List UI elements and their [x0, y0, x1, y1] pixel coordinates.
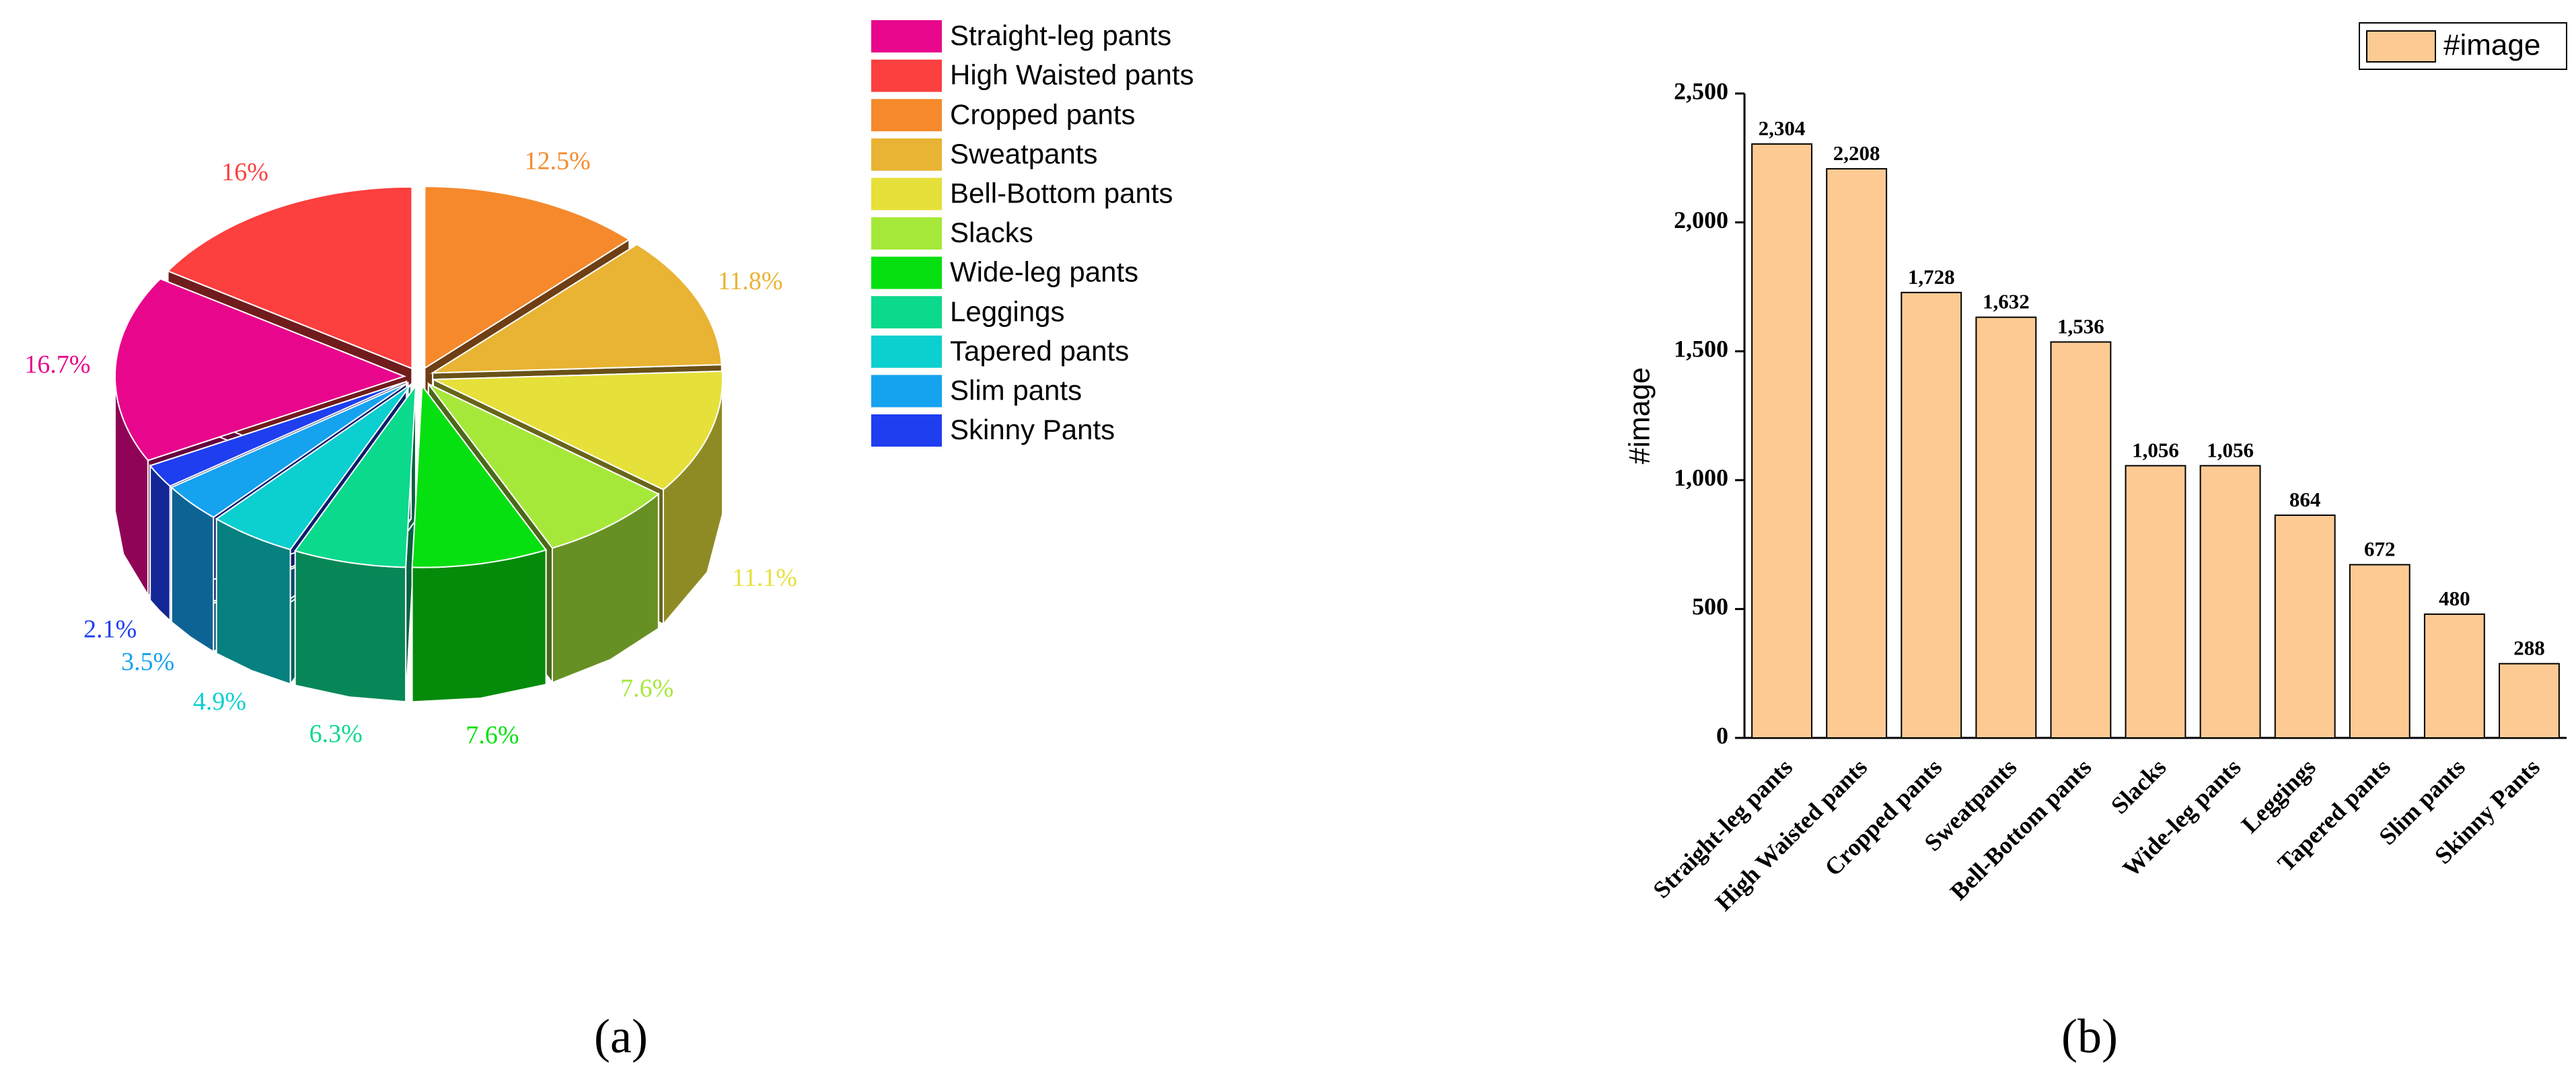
legend-label: Tapered pants — [950, 335, 1129, 367]
legend-swatch — [871, 375, 942, 408]
x-tick-label: Bell-Bottom pants — [1945, 753, 2097, 905]
y-tick-label: 500 — [1692, 593, 1728, 620]
slice-label: 6.3% — [309, 720, 363, 748]
bar — [1901, 291, 1962, 739]
slice-label: 16.7% — [24, 350, 90, 379]
legend-swatch — [871, 217, 942, 250]
bar — [2423, 613, 2485, 739]
bar-value-label: 1,536 — [2057, 315, 2104, 338]
legend-label: Sweatpants — [950, 138, 1097, 170]
slice — [411, 383, 548, 568]
slice — [149, 381, 407, 487]
legend-swatch — [871, 178, 942, 211]
slice-label: 3.5% — [121, 648, 174, 676]
slice-label: 12.5% — [525, 147, 591, 176]
bar-value-label: 2,304 — [1759, 116, 1806, 140]
bar-value-label: 1,728 — [1908, 265, 1955, 289]
legend-label: Slim pants — [950, 374, 1082, 406]
slice-label: 16% — [221, 158, 268, 186]
slice-label: 7.6% — [620, 674, 673, 702]
legend-swatch — [871, 99, 942, 132]
slice-label: 11.1% — [732, 564, 797, 592]
slice — [430, 244, 723, 374]
caption: (a) — [594, 1010, 648, 1063]
slice-label: 4.9% — [193, 687, 246, 716]
slice — [424, 186, 631, 370]
legend-label: Wide-leg pants — [950, 256, 1138, 288]
bar-value-label: 288 — [2513, 636, 2545, 660]
bar-value-label: 1,056 — [2207, 438, 2254, 461]
legend-label: Slacks — [950, 217, 1033, 248]
legend-swatch — [871, 296, 942, 329]
y-axis-label: #image — [1623, 367, 1656, 464]
bar-value-label: 1,632 — [1983, 290, 2030, 313]
bar — [2125, 465, 2186, 739]
slice — [428, 383, 660, 549]
legend-swatch — [871, 59, 942, 92]
slice — [215, 383, 412, 551]
slice — [294, 383, 417, 568]
bar-value-label: 480 — [2439, 587, 2470, 610]
bar — [2274, 514, 2336, 739]
slice — [114, 278, 406, 461]
legend-label: High Waisted pants — [950, 59, 1194, 91]
slice-label: 2.1% — [83, 615, 137, 643]
bar — [2349, 564, 2411, 739]
legend-swatch — [871, 138, 942, 171]
slice — [170, 382, 409, 519]
slice — [433, 370, 724, 490]
bar-value-label: 2,208 — [1833, 141, 1880, 165]
slice-label: 11.8% — [718, 267, 783, 295]
bar — [2199, 465, 2261, 739]
legend-label: Straight-leg pants — [950, 20, 1171, 51]
legend-label: Cropped pants — [950, 98, 1136, 130]
legend-swatch — [871, 414, 942, 447]
y-tick-label: 2,000 — [1674, 207, 1728, 233]
y-tick-label: 1,500 — [1674, 335, 1728, 362]
y-tick-label: 1,000 — [1674, 464, 1728, 491]
bar — [1975, 316, 2037, 739]
legend-label: #image — [2443, 29, 2540, 62]
bar — [1751, 143, 1812, 739]
bar-value-label: 1,056 — [2132, 438, 2179, 461]
legend-swatch — [871, 256, 942, 289]
legend-label: Skinny Pants — [950, 414, 1115, 445]
x-tick-label: Straight-leg pants — [1648, 753, 1798, 903]
legend-label: Bell-Bottom pants — [950, 177, 1173, 209]
y-tick-label: 0 — [1716, 722, 1728, 749]
bar-value-label: 864 — [2289, 488, 2321, 511]
legend-label: Leggings — [950, 295, 1064, 327]
slice-wall — [149, 463, 171, 623]
x-tick-label: Slacks — [2106, 753, 2172, 819]
bar-value-label: 672 — [2364, 537, 2396, 561]
y-tick-label: 2,500 — [1674, 77, 1728, 104]
legend-swatch — [871, 335, 942, 368]
slice-wall — [294, 550, 407, 703]
bar — [2050, 341, 2112, 739]
caption: (b) — [2061, 1010, 2118, 1063]
slice-wall — [411, 549, 547, 703]
slice-label: 7.6% — [466, 721, 519, 749]
bar — [1826, 167, 1888, 739]
slice — [166, 186, 413, 370]
legend-swatch — [871, 20, 942, 52]
bar — [2499, 663, 2560, 739]
legend-swatch — [2366, 30, 2436, 63]
